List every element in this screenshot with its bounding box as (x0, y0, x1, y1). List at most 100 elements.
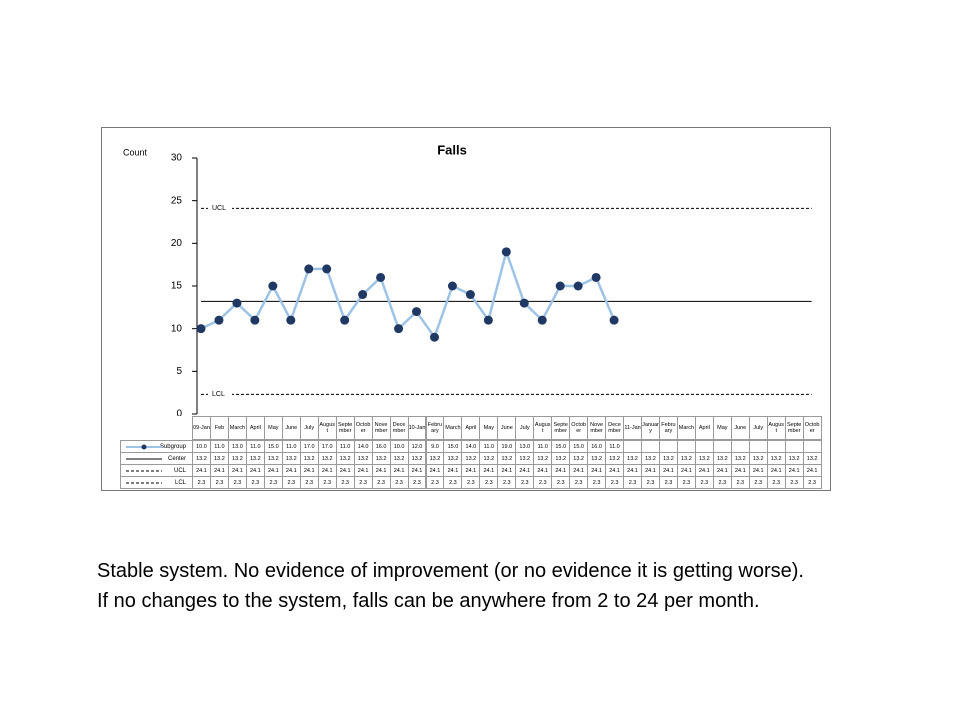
category-label: October (353, 416, 373, 440)
table-cell: 2.3 (658, 476, 678, 489)
table-cell: 2.3 (227, 476, 247, 489)
table-cell: 2.3 (353, 476, 373, 489)
data-point (591, 272, 601, 282)
category-label: March (443, 416, 463, 440)
data-point (322, 264, 332, 274)
table-cell: 2.3 (694, 476, 714, 489)
category-label: August (317, 416, 337, 440)
category-label: March (227, 416, 247, 440)
table-cell: 2.3 (641, 476, 660, 489)
chart-title: Falls (437, 142, 467, 157)
category-label: May (263, 416, 283, 440)
category-label: March (676, 416, 696, 440)
data-point (214, 315, 224, 325)
table-cell: 2.3 (335, 476, 355, 489)
legend-label: LCL (120, 476, 193, 489)
category-label: April (245, 416, 265, 440)
data-point (501, 247, 511, 257)
legend-marker (141, 444, 147, 450)
category-label: July (299, 416, 319, 440)
data-point (519, 298, 529, 308)
table-cell: 2.3 (712, 476, 732, 489)
category-label: July (748, 416, 768, 440)
data-point (268, 281, 278, 291)
data-point (609, 315, 619, 325)
data-point (573, 281, 583, 291)
data-point (412, 307, 422, 317)
category-label: June (497, 416, 517, 440)
table-cell: 2.3 (766, 476, 786, 489)
table-cell: 2.3 (281, 476, 301, 489)
data-point (340, 315, 350, 325)
data-point (232, 298, 242, 308)
table-cell: 2.3 (748, 476, 768, 489)
table-cell: 2.3 (497, 476, 517, 489)
category-label: October (802, 416, 822, 440)
table-cell: 2.3 (371, 476, 391, 489)
data-point (286, 315, 296, 325)
table-cell: 2.3 (623, 476, 642, 489)
table-cell: 2.3 (209, 476, 229, 489)
table-cell: 2.3 (425, 476, 445, 489)
category-label: April (461, 416, 481, 440)
category-label: August (766, 416, 786, 440)
table-cell: 2.3 (245, 476, 265, 489)
category-label: May (479, 416, 499, 440)
data-point (394, 324, 404, 334)
table-cell: 2.3 (443, 476, 463, 489)
table-cell: 2.3 (479, 476, 499, 489)
category-label: November (371, 416, 391, 440)
category-label: April (694, 416, 714, 440)
category-label: 10-Jan (407, 416, 427, 440)
category-label: February (658, 416, 678, 440)
category-label: September (335, 416, 355, 440)
table-cell: 2.3 (587, 476, 607, 489)
table-cell: 2.3 (515, 476, 535, 489)
category-label: July (515, 416, 535, 440)
table-cell: 2.3 (802, 476, 822, 489)
data-point (429, 332, 439, 342)
data-point (465, 290, 475, 300)
y-tick-label: 5 (176, 366, 182, 377)
data-point (196, 324, 206, 334)
category-label: June (730, 416, 750, 440)
category-label: September (551, 416, 571, 440)
table-cell: 2.3 (569, 476, 589, 489)
table-corner (120, 416, 192, 440)
table-cell: 2.3 (299, 476, 319, 489)
series-line (200, 247, 616, 340)
table-cell: 2.3 (461, 476, 481, 489)
table-cell: 2.3 (605, 476, 625, 489)
category-label: August (533, 416, 553, 440)
data-point (555, 281, 565, 291)
legend-icon (126, 444, 162, 450)
data-point (304, 264, 314, 274)
annotation-bg (208, 389, 232, 400)
table-cell: 2.3 (676, 476, 696, 489)
table-cell: 2.3 (784, 476, 804, 489)
data-point (376, 272, 386, 282)
legend-icon (126, 458, 162, 460)
annotation: LCL (212, 391, 225, 398)
category-label: May (712, 416, 732, 440)
category-label: 11-Jan (623, 416, 642, 440)
legend-icon (126, 482, 162, 484)
data-point (358, 290, 368, 300)
table-cell: 2.3 (389, 476, 409, 489)
y-tick-label: 0 (176, 409, 182, 420)
annotation: UCL (212, 205, 226, 212)
y-tick-label: 20 (171, 238, 183, 249)
category-label: June (281, 416, 301, 440)
table-cell: 2.3 (730, 476, 750, 489)
category-label: October (569, 416, 589, 440)
table-cell: 2.3 (533, 476, 553, 489)
legend-icon (126, 470, 162, 472)
table-cell: 2.3 (263, 476, 283, 489)
category-label: November (587, 416, 607, 440)
category-label: December (389, 416, 409, 440)
category-label: Feb (209, 416, 229, 440)
category-label: September (784, 416, 804, 440)
category-label: January (641, 416, 660, 440)
